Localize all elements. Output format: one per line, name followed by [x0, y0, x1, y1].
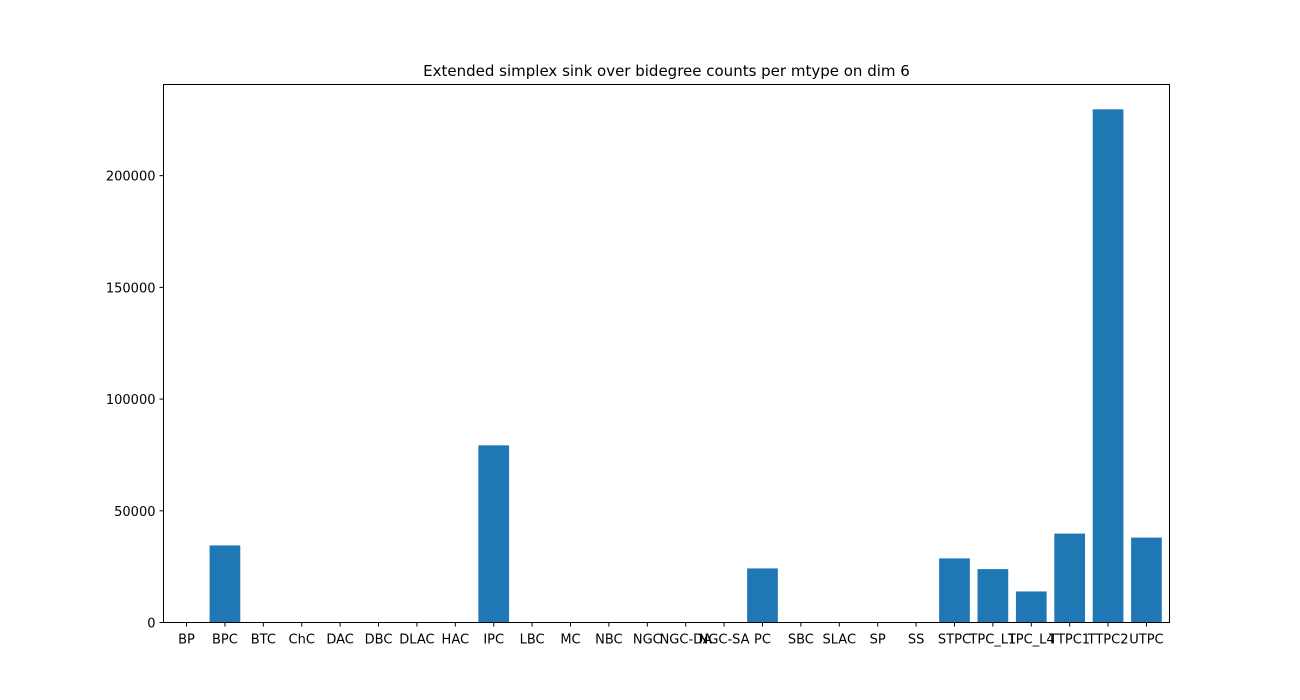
x-tick-label: TTPC2	[1087, 633, 1129, 648]
x-tick-label: PC	[754, 633, 771, 648]
y-tick-label: 0	[147, 617, 155, 632]
bar-ipc	[478, 445, 510, 623]
x-tick-label: NBC	[595, 633, 623, 648]
bar-ttpc2	[1092, 109, 1124, 623]
bar-ttpc1	[1054, 533, 1086, 623]
bar-tpc-l4	[1015, 591, 1047, 623]
bars-group	[209, 109, 1162, 623]
plot-frame	[163, 84, 1170, 623]
y-tick-label: 50000	[114, 505, 155, 520]
y-tick-label: 100000	[106, 393, 156, 408]
bar-bpc	[209, 545, 241, 623]
y-tick-label: 200000	[106, 170, 156, 185]
x-tick-label: MC	[560, 633, 580, 648]
x-tick-label: STPC	[938, 633, 971, 648]
x-tick-label: BTC	[251, 633, 276, 648]
y-tick-label: 150000	[106, 281, 156, 296]
x-tick-label: SLAC	[823, 633, 857, 648]
x-tick-label: DBC	[365, 633, 393, 648]
x-tick-label: TPC_L1	[968, 633, 1016, 648]
x-tick-label: DAC	[326, 633, 354, 648]
x-tick-label: BP	[178, 633, 195, 648]
x-tick-label: NGC-DA	[660, 633, 712, 648]
x-tick-label: SS	[908, 633, 925, 648]
chart-title: Extended simplex sink over bidegree coun…	[423, 62, 910, 80]
bar-tpc-l1	[977, 569, 1009, 623]
x-tick-label: UTPC	[1129, 633, 1163, 648]
x-tick-label: HAC	[442, 633, 470, 648]
bar-stpc	[939, 558, 970, 623]
x-tick-label: LBC	[520, 633, 545, 648]
x-tick-label: IPC	[483, 633, 504, 648]
x-axis: BP BPC BTC ChC DAC DBC DLAC HAC IPC LBC MC NBC NGCNG…	[178, 622, 1164, 648]
bar-pc	[747, 568, 778, 623]
x-tick-label: SP	[870, 633, 886, 648]
x-tick-label: TPC_L4	[1007, 633, 1055, 648]
x-tick-label: SBC	[788, 633, 814, 648]
x-tick-label: NGC	[633, 633, 662, 648]
bar-utpc	[1131, 537, 1162, 623]
x-tick-label: TTPC1	[1048, 633, 1090, 648]
x-tick-label: BPC	[212, 633, 238, 648]
x-tick-label: DLAC	[399, 633, 434, 648]
x-tick-label: NGC-SA	[699, 633, 750, 648]
x-tick-label: ChC	[289, 633, 315, 648]
y-axis: 0 50000 100000 150000 200000	[106, 170, 164, 632]
